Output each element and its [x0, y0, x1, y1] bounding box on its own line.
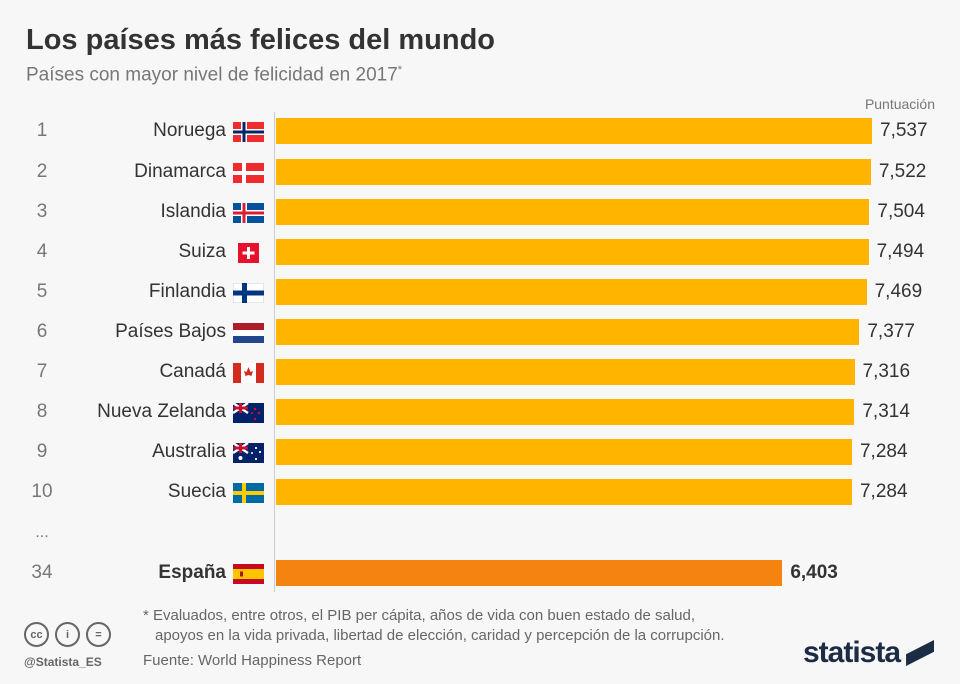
flag-se-icon: [233, 483, 264, 503]
bar-row: 3 Islandia 7,504: [0, 199, 960, 225]
bar-row: 7 Canadá 7,316: [0, 359, 960, 385]
flag-nl-icon: [233, 323, 264, 343]
country-label: España: [158, 562, 226, 583]
bar: [276, 239, 869, 265]
country-label: Finlandia: [148, 281, 226, 302]
rank: 6: [36, 321, 48, 342]
cc-icon: cc: [24, 622, 49, 647]
bar: [276, 199, 870, 225]
flag-ca-icon: [233, 363, 264, 383]
attribution-icon: i: [55, 622, 80, 647]
flag-ch-icon: [238, 243, 259, 263]
footnote-line-2: apoyos en la vida privada, libertad de e…: [155, 627, 725, 644]
country-label: Islandia: [160, 201, 227, 222]
statista-logo: statista: [803, 636, 935, 670]
country-label: Nueva Zelanda: [97, 401, 226, 422]
twitter-handle: @Statista_ES: [24, 655, 102, 669]
country-label: Suecia: [167, 481, 226, 502]
axis-line: [274, 112, 275, 592]
bar: [276, 479, 852, 505]
flag-is-icon: [233, 203, 264, 223]
flag-nz-icon: [233, 403, 264, 423]
value-label: 7,284: [859, 481, 908, 502]
rank: 4: [36, 241, 48, 262]
bar-row: 8 Nueva Zelanda 7,314: [0, 399, 960, 425]
rank: 7: [36, 361, 48, 382]
flag-fi-icon: [233, 283, 264, 303]
bar: [276, 359, 855, 385]
value-label: 7,284: [859, 441, 908, 462]
value-label: 7,494: [876, 241, 925, 262]
logo-mark-icon: [906, 640, 935, 666]
bar: [276, 319, 860, 345]
rank: 10: [31, 481, 53, 502]
subtitle-text: Países con mayor nivel de felicidad en 2…: [26, 64, 398, 86]
bar-row: 6 Países Bajos 7,377: [0, 319, 960, 345]
rank: 3: [36, 201, 48, 222]
value-label: 7,504: [877, 201, 925, 222]
bar: [276, 439, 852, 465]
value-label: 7,377: [867, 321, 915, 342]
rank: 9: [36, 441, 48, 462]
source: Fuente: World Happiness Report: [143, 652, 362, 669]
gap-marker: ...: [35, 524, 49, 541]
bar-row: 9 Australia 7,284: [0, 439, 960, 465]
no-derivatives-icon: =: [86, 622, 111, 647]
unit-label: Puntuación: [864, 96, 935, 112]
flag-dk-icon: [233, 163, 264, 183]
bar-row: 34 España 6,403: [0, 560, 960, 586]
bar-row: 5 Finlandia 7,469: [0, 279, 960, 305]
rank: 1: [36, 120, 48, 141]
value-label: 7,314: [862, 401, 910, 422]
rank: 2: [36, 161, 48, 182]
bar: [276, 399, 855, 425]
bar-row: 2 Dinamarca 7,522: [0, 159, 960, 185]
bar-row: 1 Noruega 7,537: [0, 118, 960, 144]
value-label: 7,469: [874, 281, 923, 302]
bar: [276, 279, 867, 305]
country-label: Canadá: [159, 361, 226, 382]
logo-text: statista: [803, 636, 901, 669]
bar: [276, 159, 871, 185]
chart-subtitle: Países con mayor nivel de felicidad en 2…: [26, 64, 402, 86]
country-label: Noruega: [153, 120, 226, 141]
value-label: 7,537: [880, 120, 928, 141]
value-label: 7,522: [878, 161, 927, 182]
value-label: 6,403: [790, 562, 838, 583]
country-label: Dinamarca: [134, 161, 226, 182]
country-label: Suiza: [178, 241, 226, 262]
bar-row: 10 Suecia 7,284: [0, 479, 960, 505]
bar: [276, 560, 783, 586]
bar: [276, 118, 872, 144]
country-label: Países Bajos: [115, 321, 226, 342]
flag-es-icon: [233, 564, 264, 584]
license-icons: cc i =: [24, 622, 111, 647]
rank: 5: [36, 281, 48, 302]
bar-row: 4 Suiza 7,494: [0, 239, 960, 265]
footnote: * Evaluados, entre otros, el PIB per cáp…: [143, 606, 725, 646]
flag-no-icon: [233, 122, 264, 142]
rank: 8: [36, 401, 48, 422]
chart-title: Los países más felices del mundo: [26, 24, 495, 56]
rank: 34: [31, 562, 53, 583]
subtitle-footnote-mark: *: [397, 64, 403, 76]
country-label: Australia: [152, 441, 226, 462]
value-label: 7,316: [862, 361, 911, 382]
footnote-line-1: * Evaluados, entre otros, el PIB per cáp…: [143, 607, 696, 624]
flag-au-icon: [233, 443, 264, 463]
